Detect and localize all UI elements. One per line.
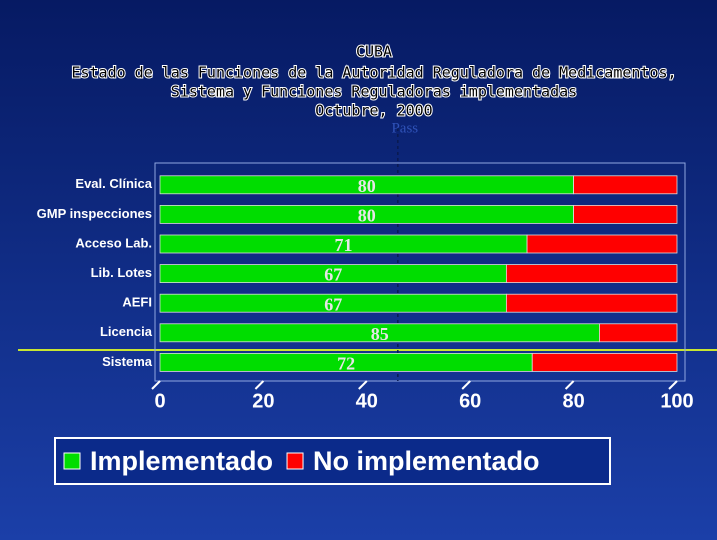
reference-label: Pass <box>391 120 418 136</box>
y-tick-label: Lib. Lotes <box>91 265 152 280</box>
x-tick-label: 0 <box>154 390 165 412</box>
value-label: 72 <box>337 354 355 374</box>
y-tick-label: Licencia <box>100 324 153 339</box>
y-tick-label: Acceso Lab. <box>75 235 152 250</box>
plot-frame <box>154 162 686 382</box>
value-label: 67 <box>324 294 342 314</box>
tick-mark <box>358 380 368 390</box>
tick-mark <box>151 380 161 390</box>
value-label: 80 <box>358 176 376 196</box>
chart-title: CUBA <box>356 43 392 61</box>
legend-swatch <box>286 452 304 470</box>
bar-segment <box>599 323 678 343</box>
y-tick-label: Eval. Clínica <box>75 176 152 191</box>
tick-mark <box>254 380 265 390</box>
x-tick-label: 80 <box>562 390 584 412</box>
y-tick-label: GMP inspecciones <box>37 206 152 221</box>
y-tick-label: Sistema <box>102 354 153 369</box>
x-tick-label: 100 <box>660 390 693 412</box>
tick-mark <box>461 380 471 390</box>
x-tick-label: 40 <box>356 390 378 412</box>
value-label: 67 <box>324 265 342 285</box>
bar-segment <box>505 293 678 313</box>
y-tick-label: AEFI <box>122 295 152 310</box>
value-label: 80 <box>358 206 376 226</box>
legend-box <box>54 437 611 485</box>
x-tick-label: 20 <box>252 390 274 412</box>
bar-segment <box>573 175 678 195</box>
tick-mark <box>668 380 678 390</box>
x-tick-label: 60 <box>459 390 481 412</box>
value-label: 85 <box>371 324 389 344</box>
legend-swatch <box>63 452 81 470</box>
subtitle: Sistema y Funciones Reguladoras implemen… <box>171 83 577 101</box>
subtitle: Estado de las Funciones de la Autoridad … <box>71 64 676 82</box>
legend-label: Implementado <box>90 446 273 476</box>
subtitle: Octubre, 2000 <box>315 102 432 120</box>
bar-segment <box>531 352 678 372</box>
tick-mark <box>564 380 575 390</box>
bar-segment <box>573 204 678 224</box>
value-label: 71 <box>335 235 353 255</box>
legend-label: No implementado <box>313 446 540 476</box>
bar-segment <box>526 234 678 254</box>
bar-segment <box>505 264 678 284</box>
